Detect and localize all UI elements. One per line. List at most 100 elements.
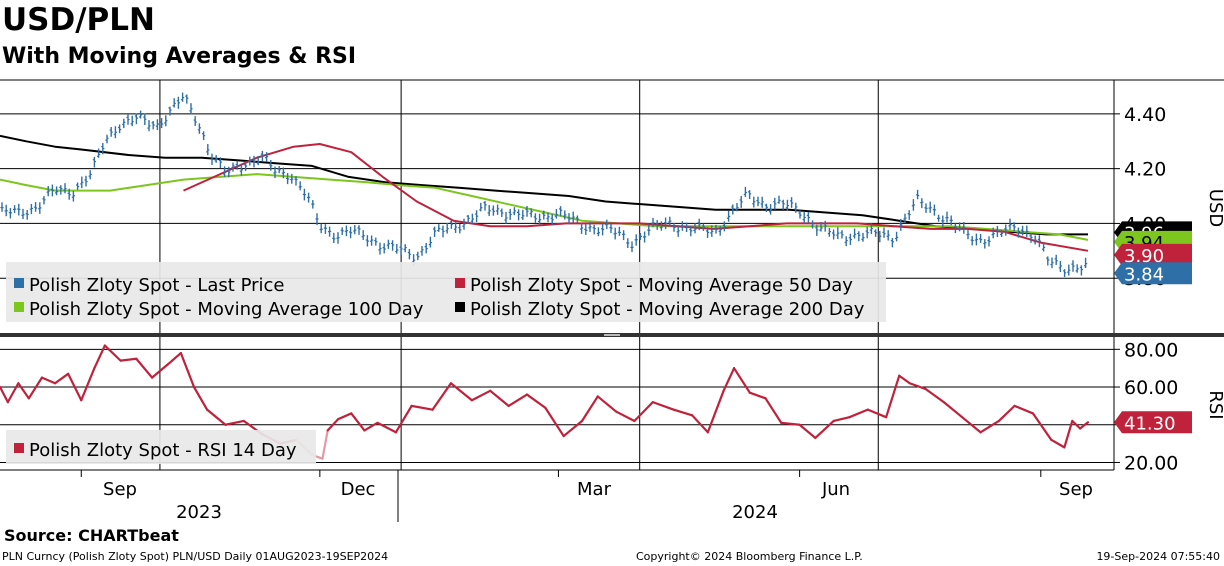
price-bar bbox=[1084, 257, 1088, 269]
price-bar bbox=[651, 217, 655, 228]
price-bar bbox=[823, 220, 827, 232]
rsi-segment bbox=[942, 401, 964, 419]
price-bar bbox=[937, 214, 941, 222]
price-bar bbox=[223, 166, 227, 177]
price-bar bbox=[739, 195, 743, 208]
price-bar bbox=[1025, 225, 1029, 238]
price-bar bbox=[966, 230, 970, 240]
price-bar bbox=[399, 243, 403, 255]
rsi-segment bbox=[651, 401, 675, 411]
price-bar bbox=[903, 213, 907, 223]
price-bar bbox=[907, 210, 911, 220]
price-bar bbox=[1033, 235, 1037, 245]
price-bars bbox=[0, 92, 1088, 278]
price-bar bbox=[34, 202, 38, 212]
price-bar bbox=[584, 224, 588, 236]
price-bar bbox=[336, 232, 340, 244]
price-bar bbox=[1008, 218, 1012, 230]
price-bar bbox=[118, 124, 122, 134]
x-label-jun: Jun bbox=[821, 479, 850, 500]
footer-security-info: PLN Curncy (Polish Zloty Spot) PLN/USD D… bbox=[2, 550, 389, 563]
price-bar bbox=[974, 233, 978, 246]
price-bar bbox=[298, 181, 302, 191]
price-bar bbox=[991, 227, 995, 239]
price-bar bbox=[1075, 264, 1079, 273]
price-bar bbox=[508, 208, 512, 220]
price-bar bbox=[134, 113, 138, 125]
price-bar bbox=[680, 221, 684, 231]
price-bar bbox=[882, 227, 886, 238]
rsi-segment bbox=[596, 395, 618, 413]
price-bar bbox=[470, 213, 474, 224]
price-bar bbox=[0, 202, 4, 212]
price-bar bbox=[844, 236, 848, 247]
price-bar bbox=[512, 207, 516, 216]
rsi-segment bbox=[93, 344, 106, 370]
rsi-segment bbox=[80, 367, 96, 402]
price-bar bbox=[122, 118, 126, 129]
price-bar bbox=[1000, 229, 1004, 238]
rsi-segment bbox=[192, 385, 209, 411]
price-bar bbox=[311, 200, 315, 209]
rsi-legend-box bbox=[6, 430, 316, 464]
rsi-axis-title: RSI bbox=[1205, 390, 1224, 419]
price-bar bbox=[319, 223, 323, 234]
price-bar bbox=[794, 202, 798, 213]
price-bar bbox=[1067, 264, 1071, 276]
price-bar bbox=[832, 229, 836, 240]
rsi-segment bbox=[562, 419, 584, 438]
price-bar bbox=[378, 242, 382, 255]
price-bar bbox=[836, 227, 840, 240]
price-bar bbox=[395, 243, 399, 254]
rsi-segment bbox=[1031, 412, 1053, 441]
rsi-segment bbox=[27, 376, 44, 400]
price-bar bbox=[80, 176, 84, 189]
x-label-year-2024: 2024 bbox=[732, 502, 778, 523]
price-bar bbox=[735, 202, 739, 212]
chart-subtitle: With Moving Averages & RSI bbox=[2, 44, 357, 69]
price-bar bbox=[668, 216, 672, 227]
price-bar bbox=[811, 220, 815, 229]
rsi-segment bbox=[633, 401, 654, 423]
price-bar bbox=[164, 115, 168, 127]
price-bar bbox=[886, 230, 890, 241]
rsi-segment bbox=[1050, 438, 1066, 449]
price-bar bbox=[424, 242, 428, 254]
price-bar bbox=[294, 176, 298, 186]
price-bar bbox=[781, 199, 785, 210]
price-bar bbox=[357, 225, 361, 235]
price-bar bbox=[706, 227, 710, 238]
price-bar bbox=[878, 230, 882, 243]
price-bar bbox=[160, 118, 164, 129]
moving-average-lines bbox=[0, 134, 1089, 252]
rsi-tick-label: 80.00 bbox=[1124, 339, 1178, 361]
rsi-segment bbox=[53, 372, 70, 385]
panel-divider-handle[interactable] bbox=[604, 334, 620, 336]
price-bar bbox=[1058, 260, 1062, 272]
price-bar bbox=[458, 223, 462, 234]
x-label-sep-2023: Sep bbox=[103, 479, 137, 500]
rsi-segment bbox=[150, 363, 169, 379]
price-bar bbox=[928, 201, 932, 213]
rsi-segment bbox=[1013, 404, 1035, 415]
price-bar bbox=[361, 230, 365, 240]
price-bar bbox=[983, 239, 987, 249]
price-bar bbox=[151, 120, 155, 130]
chart-title: USD/PLN bbox=[2, 2, 155, 38]
svg-text:3.84: 3.84 bbox=[1124, 264, 1164, 285]
price-bar bbox=[353, 225, 357, 235]
price-bar bbox=[244, 161, 248, 171]
price-bar bbox=[617, 226, 621, 236]
price-bar bbox=[1037, 235, 1041, 248]
price-bar bbox=[580, 222, 584, 234]
price-bar bbox=[748, 190, 752, 200]
rsi-segment bbox=[410, 404, 434, 411]
rsi-segment bbox=[614, 410, 636, 423]
price-bar bbox=[13, 205, 17, 214]
price-bar bbox=[416, 251, 420, 261]
price-bar bbox=[487, 205, 491, 217]
price-bar bbox=[420, 246, 424, 256]
rsi-segment bbox=[885, 374, 901, 419]
price-bar bbox=[601, 223, 605, 236]
